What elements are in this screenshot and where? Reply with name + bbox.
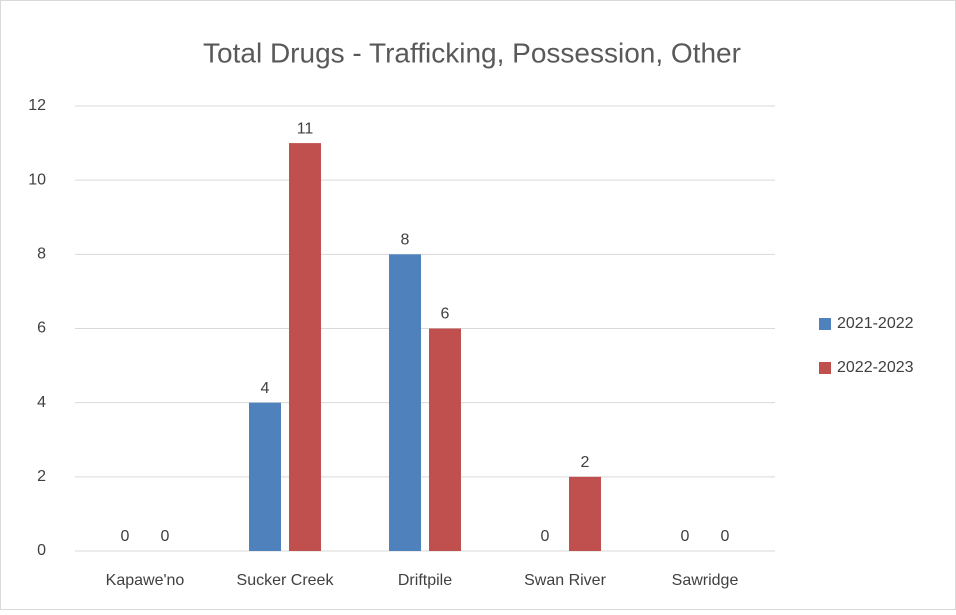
legend-swatch <box>819 318 831 330</box>
y-tick-label: 12 <box>28 97 46 114</box>
x-tick-label: Swan River <box>524 572 606 589</box>
y-tick-label: 10 <box>28 171 46 188</box>
data-label: 0 <box>161 528 170 545</box>
bar <box>569 476 601 551</box>
y-tick-label: 2 <box>37 468 46 485</box>
bar <box>389 254 421 552</box>
data-label: 8 <box>401 232 410 249</box>
data-label: 4 <box>261 380 270 397</box>
data-label: 2 <box>581 454 590 471</box>
chart-title: Total Drugs - Trafficking, Possession, O… <box>203 37 741 68</box>
x-tick-label: Sawridge <box>672 572 739 589</box>
y-tick-label: 8 <box>37 246 46 263</box>
bar <box>249 402 281 551</box>
y-tick-label: 0 <box>37 542 46 559</box>
legend-label: 2022-2023 <box>837 359 914 376</box>
legend-label: 2021-2022 <box>837 315 914 332</box>
data-label: 6 <box>441 306 450 323</box>
bar <box>289 143 321 552</box>
data-label: 0 <box>681 528 690 545</box>
x-tick-label: Sucker Creek <box>237 572 335 589</box>
x-tick-label: Kapawe'no <box>106 572 185 589</box>
y-tick-label: 4 <box>37 394 46 411</box>
y-tick-label: 6 <box>37 320 46 337</box>
bar <box>429 328 461 551</box>
data-label: 11 <box>297 120 314 137</box>
x-tick-label: Driftpile <box>398 572 452 589</box>
legend-swatch <box>819 362 831 374</box>
data-label: 0 <box>721 528 730 545</box>
data-label: 0 <box>541 528 550 545</box>
data-label: 0 <box>121 528 130 545</box>
